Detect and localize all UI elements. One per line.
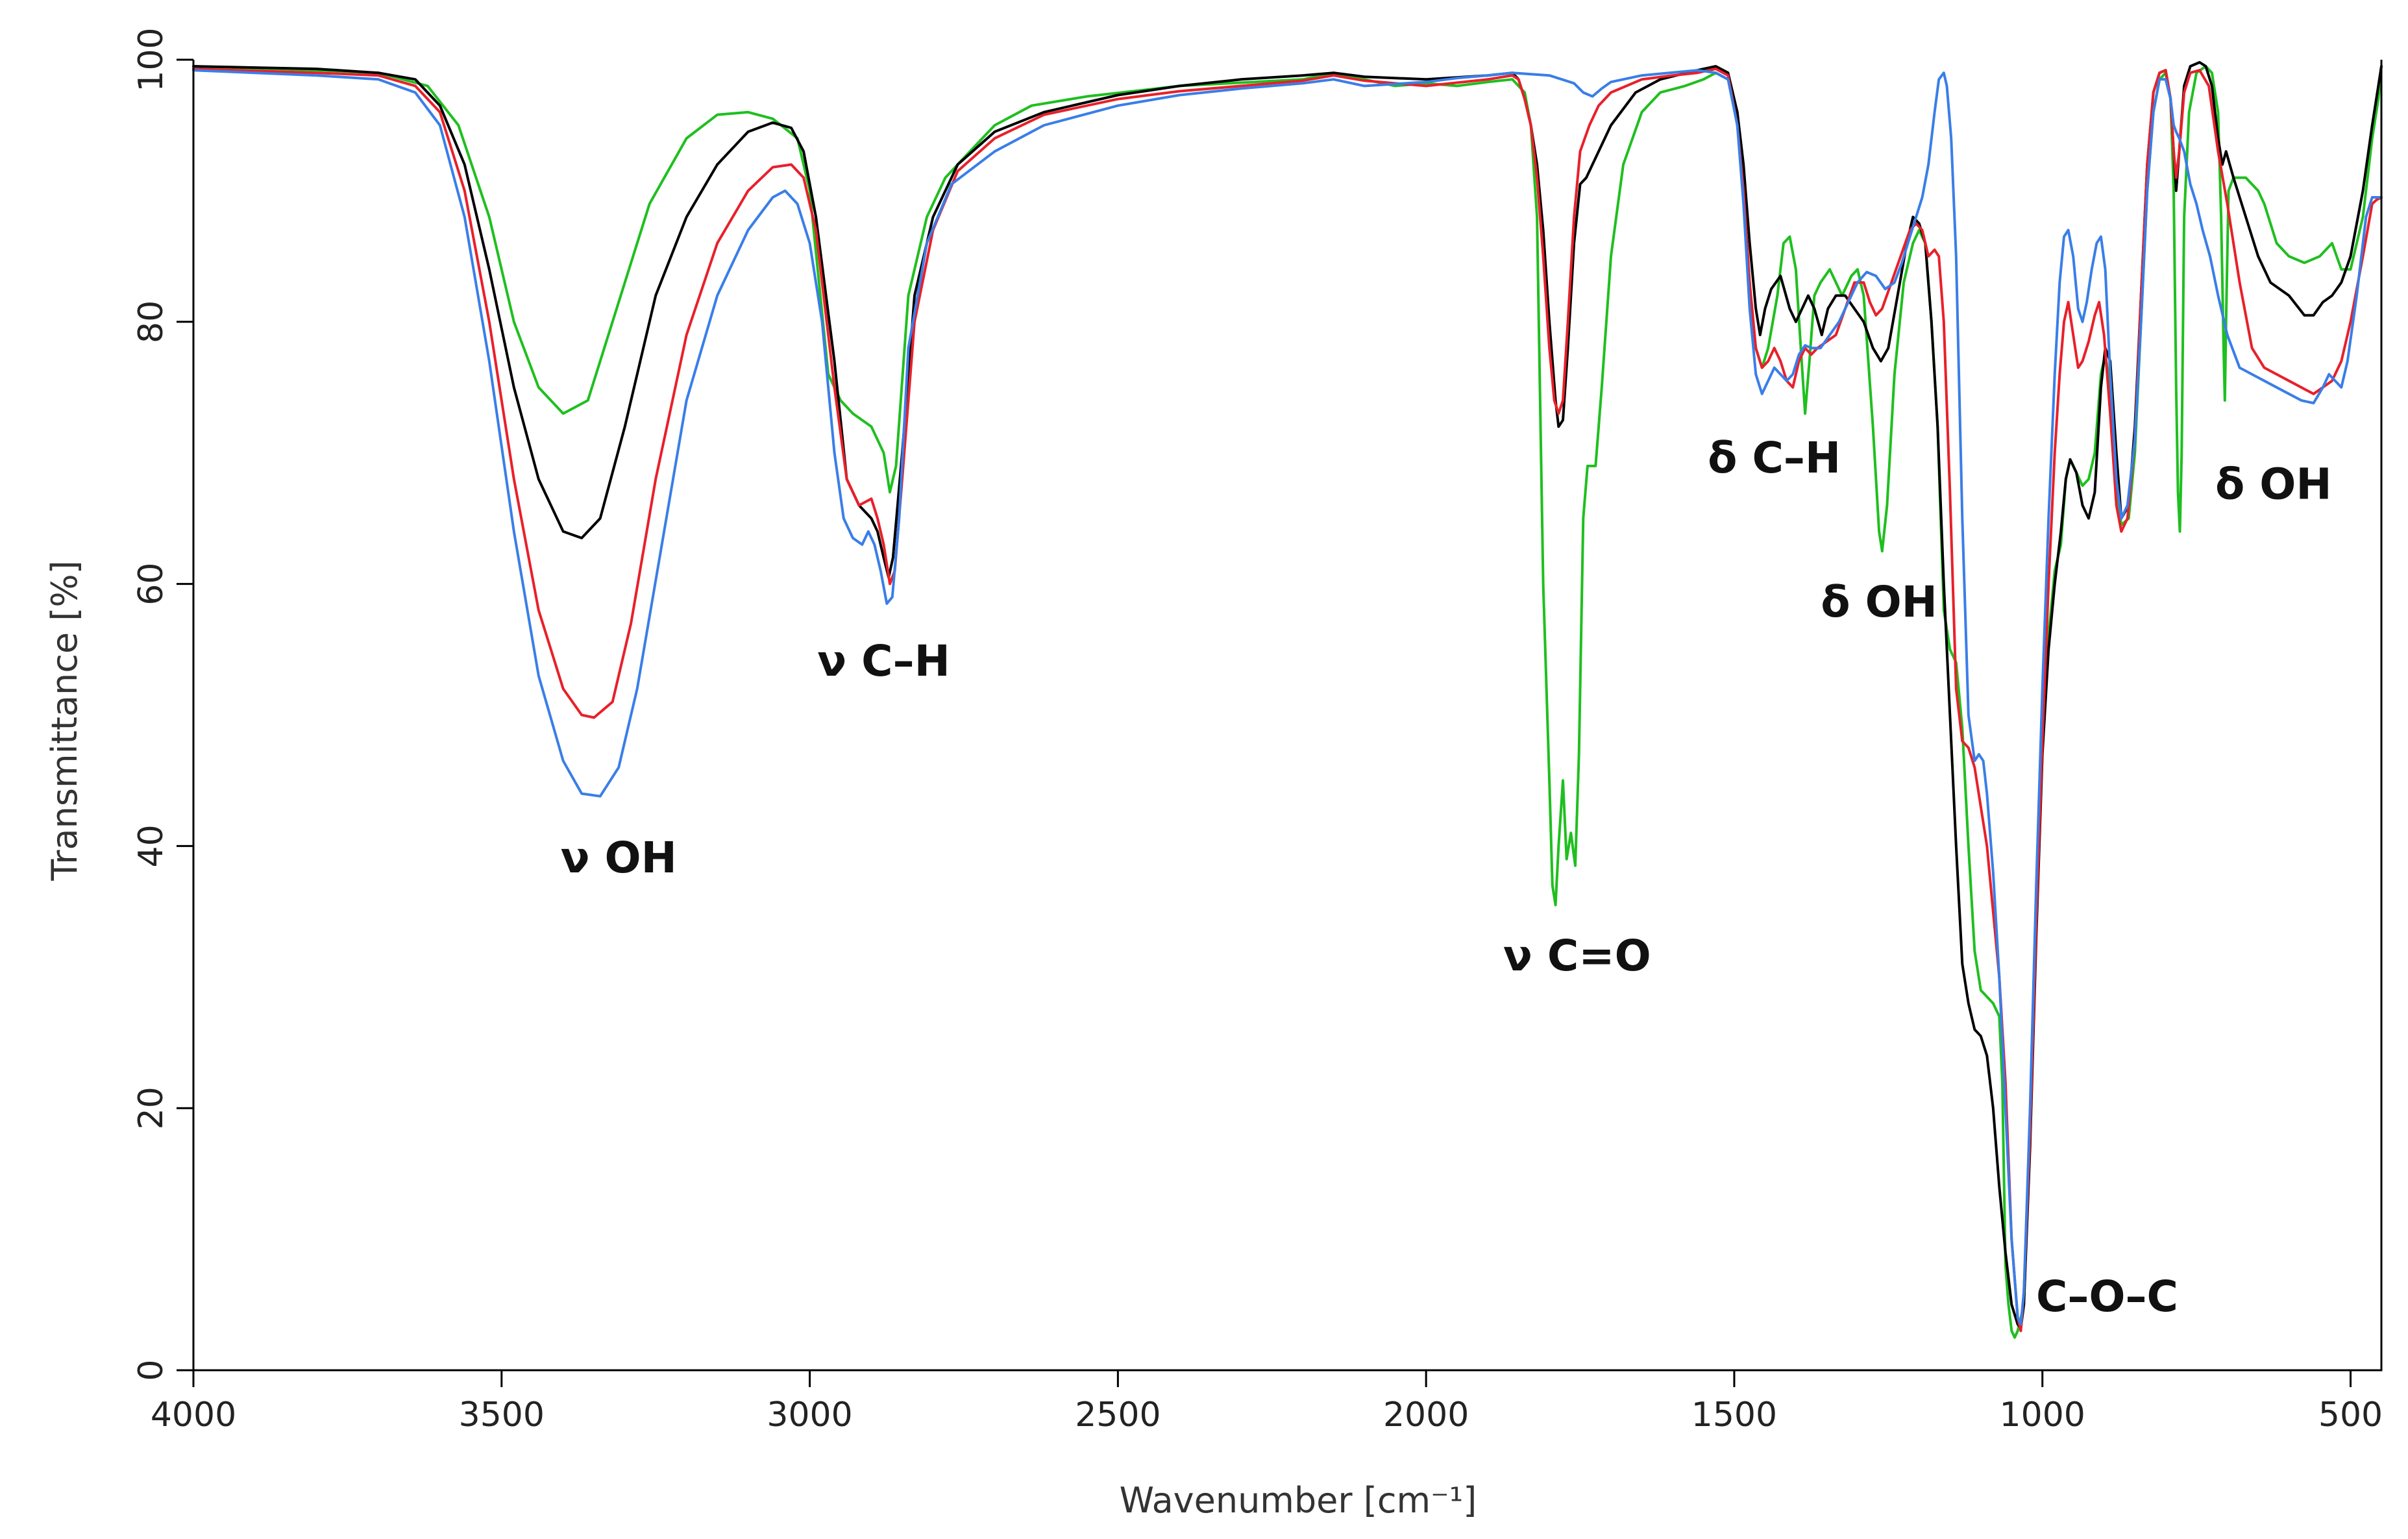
plot-frame — [192, 60, 2383, 1372]
series-line-blue — [192, 69, 2383, 1326]
series-line-green — [192, 65, 2383, 1339]
series-layer — [192, 61, 2383, 1339]
y-tick-label: 20 — [132, 1087, 171, 1129]
y-tick-label: 0 — [132, 1359, 171, 1381]
peak-annotation: δ OH — [2215, 459, 2332, 509]
x-tick-label: 2000 — [1383, 1396, 1469, 1434]
x-tick-label: 4000 — [151, 1396, 236, 1434]
x-tick-label: 1000 — [2000, 1396, 2085, 1434]
y-tick-label: 80 — [132, 301, 171, 343]
x-axis-ticks: 4000 3500 3000 2500 2000 1500 1000 500 — [151, 1370, 2383, 1434]
x-tick-label: 3500 — [459, 1396, 545, 1434]
peak-annotation: C–O–C — [2036, 1272, 2178, 1322]
peak-annotation: ν OH — [561, 833, 677, 883]
peak-annotations: ν OH ν C–H ν C=O δ C–H δ OH C–O–C δ OH — [561, 433, 2332, 1322]
y-tick-label: 60 — [132, 563, 171, 606]
peak-annotation: ν C–H — [817, 636, 950, 686]
y-tick-label: 40 — [132, 824, 171, 867]
y-tick-label: 100 — [132, 27, 171, 92]
peak-annotation: δ C–H — [1708, 433, 1841, 483]
series-line-red — [192, 68, 2383, 1333]
y-axis-title: Transmittance [%] — [44, 560, 85, 881]
y-axis-ticks: 0 20 40 60 80 100 — [132, 27, 193, 1381]
x-axis-title: Wavenumber [cm⁻¹] — [1120, 1480, 1477, 1521]
peak-annotation: δ OH — [1821, 577, 1937, 627]
x-tick-label: 500 — [2318, 1396, 2383, 1434]
x-tick-label: 3000 — [767, 1396, 852, 1434]
peak-annotation: ν C=O — [1503, 931, 1651, 981]
x-tick-label: 2500 — [1075, 1396, 1161, 1434]
x-tick-label: 1500 — [1691, 1396, 1777, 1434]
